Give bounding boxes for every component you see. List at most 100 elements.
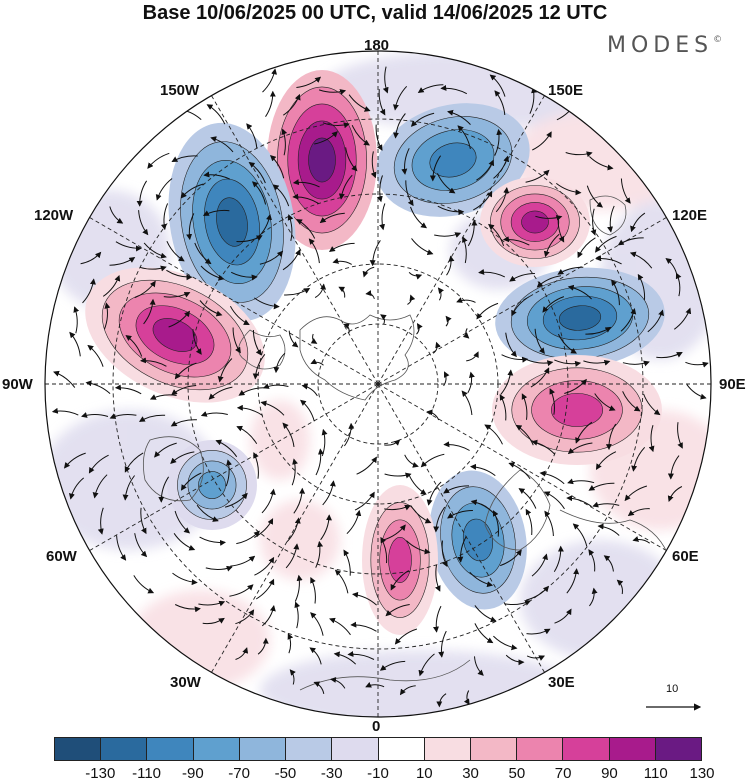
colorbar-segment bbox=[469, 738, 517, 760]
wind-arrow bbox=[285, 543, 300, 569]
wind-arrow bbox=[631, 446, 646, 472]
wind-arrow bbox=[68, 477, 85, 500]
lon-label-0: 0 bbox=[372, 718, 381, 735]
wind-arrow bbox=[505, 332, 517, 358]
wind-arrow bbox=[632, 536, 650, 544]
wind-arrow bbox=[203, 171, 231, 180]
wind-arrow bbox=[474, 605, 497, 623]
wind-arrow bbox=[180, 472, 202, 491]
wind-arrow bbox=[384, 504, 411, 511]
wind-arrow bbox=[92, 474, 108, 499]
wind-arrow bbox=[265, 90, 276, 117]
colorbar-segment bbox=[331, 738, 378, 760]
wind-arrow bbox=[186, 213, 195, 241]
wind-arrow bbox=[282, 422, 295, 447]
wind-arrow bbox=[97, 507, 104, 535]
wind-arrow bbox=[392, 113, 406, 139]
wind-arrow bbox=[429, 155, 442, 182]
wind-arrow bbox=[343, 549, 351, 576]
wind-arrow bbox=[310, 358, 324, 366]
lon-label-150e: 150E bbox=[548, 82, 584, 99]
wind-arrow bbox=[262, 383, 289, 389]
wind-arrow bbox=[109, 257, 136, 266]
wind-arrow bbox=[252, 329, 262, 356]
wind-arrow bbox=[675, 272, 682, 297]
map-title: Base 10/06/2025 00 UTC, valid 14/06/2025… bbox=[142, 2, 608, 24]
wind-arrow bbox=[168, 310, 190, 328]
wind-arrow bbox=[509, 273, 535, 282]
wind-arrow bbox=[566, 568, 580, 594]
anomaly-centers bbox=[85, 70, 665, 635]
wind-arrow bbox=[259, 250, 284, 265]
wind-arrow bbox=[575, 421, 593, 444]
wind-arrow bbox=[443, 371, 450, 387]
wind-arrow bbox=[489, 74, 506, 97]
wind-arrow bbox=[385, 604, 410, 617]
wind-arrow bbox=[282, 249, 301, 271]
wind-arrow bbox=[434, 232, 462, 238]
wind-arrow bbox=[134, 280, 156, 299]
lon-label-180: 180 bbox=[364, 37, 390, 54]
wind-arrow bbox=[499, 394, 507, 421]
wind-arrow bbox=[500, 549, 522, 567]
wind-arrow bbox=[88, 454, 109, 474]
wind-arrow bbox=[643, 393, 661, 416]
wind-arrow bbox=[518, 488, 537, 509]
colorbar-tick-label: -10 bbox=[367, 765, 389, 782]
wind-arrow bbox=[484, 424, 503, 445]
wind-arrow bbox=[225, 459, 232, 487]
wind-arrow bbox=[124, 452, 144, 473]
colorbar bbox=[54, 737, 702, 761]
wind-arrow bbox=[365, 290, 375, 299]
wind-arrow bbox=[567, 478, 595, 485]
wind-arrow bbox=[322, 480, 336, 506]
wind-arrow bbox=[63, 452, 86, 469]
wind-arrow bbox=[630, 212, 646, 233]
lon-label-90e: 90E bbox=[719, 376, 746, 393]
wind-arrow bbox=[685, 361, 709, 368]
colorbar-tick-label: -50 bbox=[274, 765, 297, 782]
wind-arrow bbox=[198, 600, 226, 607]
wind-arrow bbox=[334, 569, 349, 594]
wind-arrow bbox=[611, 279, 620, 306]
wind-arrow bbox=[466, 351, 479, 362]
wind-arrow bbox=[469, 571, 494, 588]
colorbar-tick-label: 130 bbox=[689, 765, 715, 782]
wind-arrow bbox=[384, 439, 401, 446]
wind-arrow bbox=[286, 517, 301, 543]
wind-arrow bbox=[109, 413, 137, 419]
wind-arrow bbox=[543, 233, 560, 258]
colorbar-tick-label: -110 bbox=[132, 765, 162, 782]
wind-arrow bbox=[171, 385, 197, 396]
wind-arrow bbox=[284, 287, 311, 296]
wind-arrow bbox=[354, 491, 375, 511]
wind-arrow bbox=[564, 378, 587, 394]
wind-arrow bbox=[592, 501, 620, 508]
wind-arrow bbox=[310, 333, 318, 344]
wind-arrow bbox=[294, 574, 303, 602]
wind-arrow bbox=[330, 676, 346, 689]
wind-arrow bbox=[504, 600, 532, 606]
wind-arrow bbox=[314, 283, 327, 299]
wind-arrow bbox=[605, 423, 617, 451]
wind-arrow bbox=[53, 370, 76, 388]
wind-arrow bbox=[283, 93, 301, 116]
wind-arrow bbox=[456, 297, 476, 303]
wind-arrow bbox=[262, 68, 278, 93]
wind-arrow bbox=[597, 523, 620, 536]
wind-arrow bbox=[375, 124, 383, 151]
wind-arrow bbox=[501, 354, 529, 363]
colorbar-tick-label: -30 bbox=[320, 765, 343, 782]
wind-arrow bbox=[438, 630, 447, 658]
wind-arrow bbox=[500, 369, 514, 395]
wind-arrow bbox=[174, 510, 191, 534]
wind-arrow bbox=[315, 448, 324, 476]
wind-arrow bbox=[595, 255, 622, 265]
wind-arrow bbox=[674, 307, 692, 330]
wind-arrow bbox=[588, 482, 615, 491]
colorbar-segment bbox=[100, 738, 147, 760]
wind-arrow bbox=[369, 240, 381, 267]
wind-arrow bbox=[557, 333, 577, 354]
wind-arrow bbox=[147, 152, 170, 169]
wind-arrow bbox=[467, 219, 478, 247]
